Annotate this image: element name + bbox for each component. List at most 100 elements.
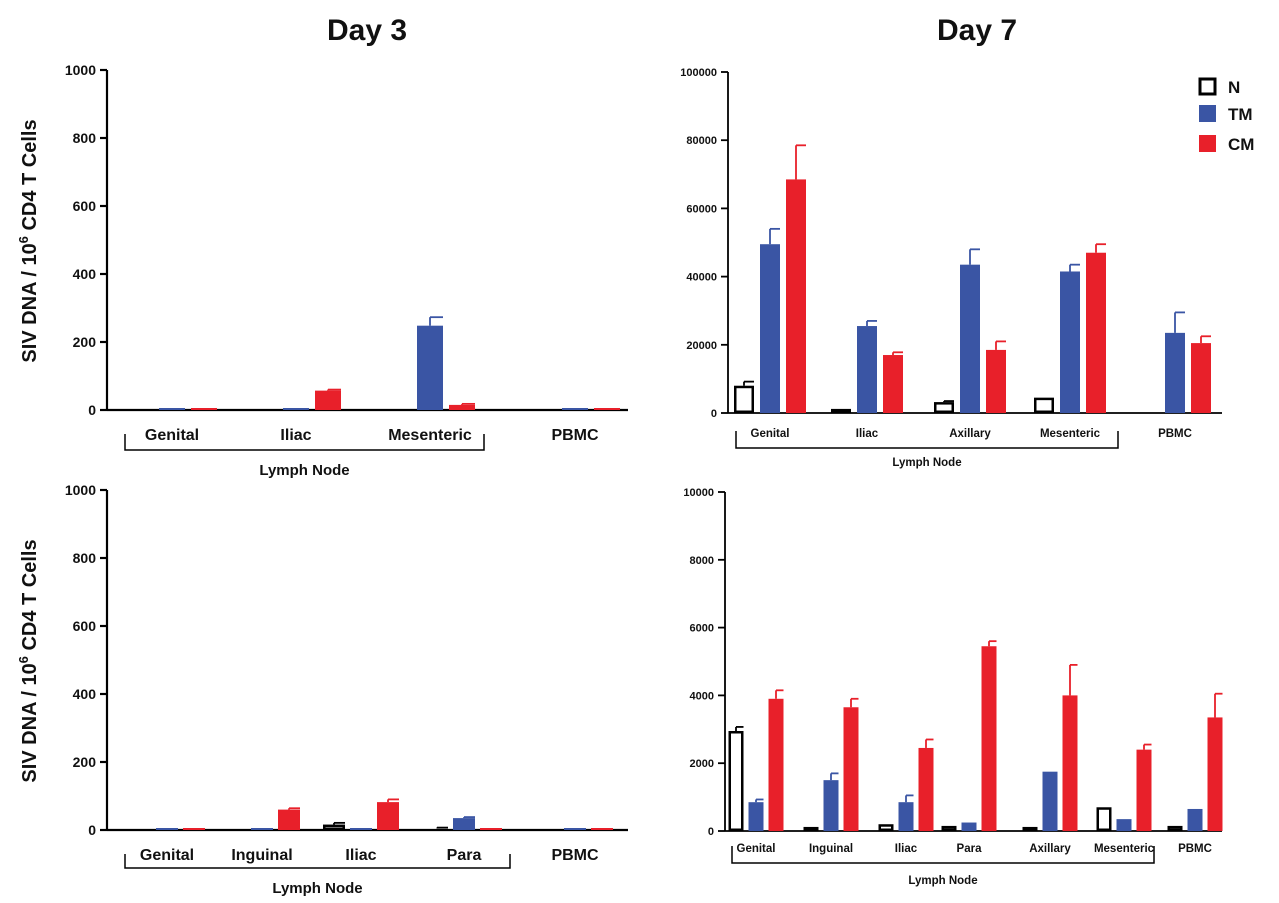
bar-cm-pbmc: [1207, 717, 1223, 831]
heading-day3: Day 3: [327, 14, 407, 47]
bar-n-genital: [728, 730, 744, 831]
bar-tm-genital: [156, 828, 178, 830]
y-axis-label-bottom: SIV DNA / 106 CD4 T Cells: [16, 539, 41, 782]
y-tick-label: 0: [88, 402, 96, 418]
y-tick-label: 400: [73, 686, 97, 702]
bar-tm-iliac: [350, 828, 372, 830]
bar-cm-pbmc: [591, 828, 613, 830]
bar-tm-genital: [159, 408, 185, 410]
bar-cm-iliac: [883, 355, 903, 413]
bar-tm-inguinal: [823, 780, 839, 831]
bar-cm-iliac: [918, 747, 934, 831]
y-tick-label: 40000: [686, 272, 717, 284]
bar-cm-inguinal: [278, 809, 300, 830]
bar-cm-inguinal: [843, 707, 859, 831]
bar-tm-pbmc: [1165, 332, 1185, 413]
x-tick-label: PBMC: [1158, 428, 1192, 440]
legend-label-n: N: [1228, 78, 1240, 97]
y-tick-label: 2000: [690, 758, 714, 770]
bar-tm-mesenteric: [417, 325, 443, 410]
bar-cm-axillary: [1062, 695, 1078, 831]
bar-tm-pbmc: [562, 408, 588, 410]
lymph-node-bracket: [735, 431, 1119, 449]
bar-n-para: [941, 825, 957, 831]
lymph-node-label: Lymph Node: [892, 457, 961, 469]
bar-n-iliac: [878, 824, 894, 831]
lymph-node-bracket: [731, 846, 1155, 864]
bar-n-iliac: [831, 408, 851, 413]
legend-swatch-tm: [1199, 105, 1216, 122]
bar-cm-genital: [786, 179, 806, 413]
y-tick-label: 100000: [680, 67, 717, 79]
y-tick-label: 1000: [65, 62, 96, 78]
legend-label-tm: TM: [1228, 105, 1253, 124]
y-tick-label: 20000: [686, 340, 717, 352]
bar-cm-mesenteric: [449, 404, 475, 410]
y-tick-label: 6000: [690, 623, 714, 635]
bar-tm-mesenteric: [1060, 271, 1080, 413]
y-tick-label: 800: [73, 550, 97, 566]
bar-cm-para: [981, 646, 997, 831]
bar-cm-axillary: [986, 349, 1006, 413]
lymph-node-label: Lymph Node: [272, 880, 362, 897]
x-tick-label: PBMC: [551, 427, 599, 444]
bar-tm-pbmc: [564, 828, 586, 830]
bar-tm-axillary: [960, 264, 980, 413]
x-tick-label: Axillary: [949, 428, 991, 440]
lymph-node-label: Lymph Node: [908, 875, 977, 887]
x-tick-label: Mesenteric: [1040, 428, 1101, 440]
bar-cm-mesenteric: [1086, 252, 1106, 413]
y-tick-label: 4000: [690, 690, 714, 702]
bar-cm-genital: [191, 408, 217, 410]
bar-tm-genital: [748, 802, 764, 831]
x-tick-label: Mesenteric: [1094, 843, 1155, 855]
bar-n-mesenteric: [1034, 397, 1054, 413]
legend-label-cm: CM: [1228, 135, 1254, 154]
x-tick-label: Iliac: [345, 847, 376, 864]
bar-tm-para: [961, 822, 977, 831]
x-tick-label: Iliac: [856, 428, 879, 440]
legend-swatch-n: [1198, 77, 1217, 96]
y-tick-label: 8000: [690, 555, 714, 567]
x-tick-label: Para: [447, 847, 482, 864]
bar-tm-pbmc: [1187, 808, 1203, 831]
bar-n-mesenteric: [1096, 807, 1112, 832]
bar-cm-mesenteric: [1136, 749, 1152, 831]
chart-day7-bottom: 0 2000 4000 6000 8000 10000 Genital Inguinal Ili…: [683, 487, 1223, 887]
x-tick-label: Genital: [145, 427, 199, 444]
y-tick-label: 10000: [683, 487, 714, 499]
bar-cm-iliac: [315, 390, 341, 410]
legend-swatch-cm: [1199, 135, 1216, 152]
y-tick-label: 600: [73, 198, 97, 214]
x-tick-label: Genital: [140, 847, 194, 864]
bar-tm-para: [453, 818, 475, 830]
bar-cm-iliac: [377, 802, 399, 830]
bar-n-axillary: [934, 402, 954, 414]
x-tick-label: Genital: [751, 428, 790, 440]
x-tick-label: PBMC: [551, 847, 599, 864]
bar-cm-para: [480, 828, 502, 830]
bar-cm-genital: [768, 698, 784, 831]
x-tick-label: Iliac: [895, 843, 918, 855]
bar-n-inguinal: [803, 826, 819, 832]
chart-day3-bottom: 0 200 400 600 800 1000 Genital Inguinal Iliac Par…: [65, 482, 628, 897]
bar-tm-iliac: [898, 802, 914, 831]
bar-cm-genital: [183, 828, 205, 830]
x-tick-label: Inguinal: [231, 847, 292, 864]
bar-tm-genital: [760, 244, 780, 413]
bar-n-axillary: [1022, 826, 1038, 832]
x-tick-label: Iliac: [280, 427, 311, 444]
bar-tm-inguinal: [251, 828, 273, 830]
lymph-node-bracket: [124, 434, 485, 451]
bar-tm-mesenteric: [1116, 819, 1132, 831]
y-tick-label: 0: [88, 822, 96, 838]
y-tick-label: 1000: [65, 482, 96, 498]
bar-n-genital: [734, 385, 754, 414]
chart-day3-top: 0 200 400 600 800 1000 Genital Iliac Mesenteric P…: [65, 62, 628, 479]
bar-tm-axillary: [1042, 771, 1058, 831]
y-tick-label: 200: [73, 754, 97, 770]
x-tick-label: Axillary: [1029, 843, 1071, 855]
y-tick-label: 200: [73, 334, 97, 350]
y-tick-label: 600: [73, 618, 97, 634]
